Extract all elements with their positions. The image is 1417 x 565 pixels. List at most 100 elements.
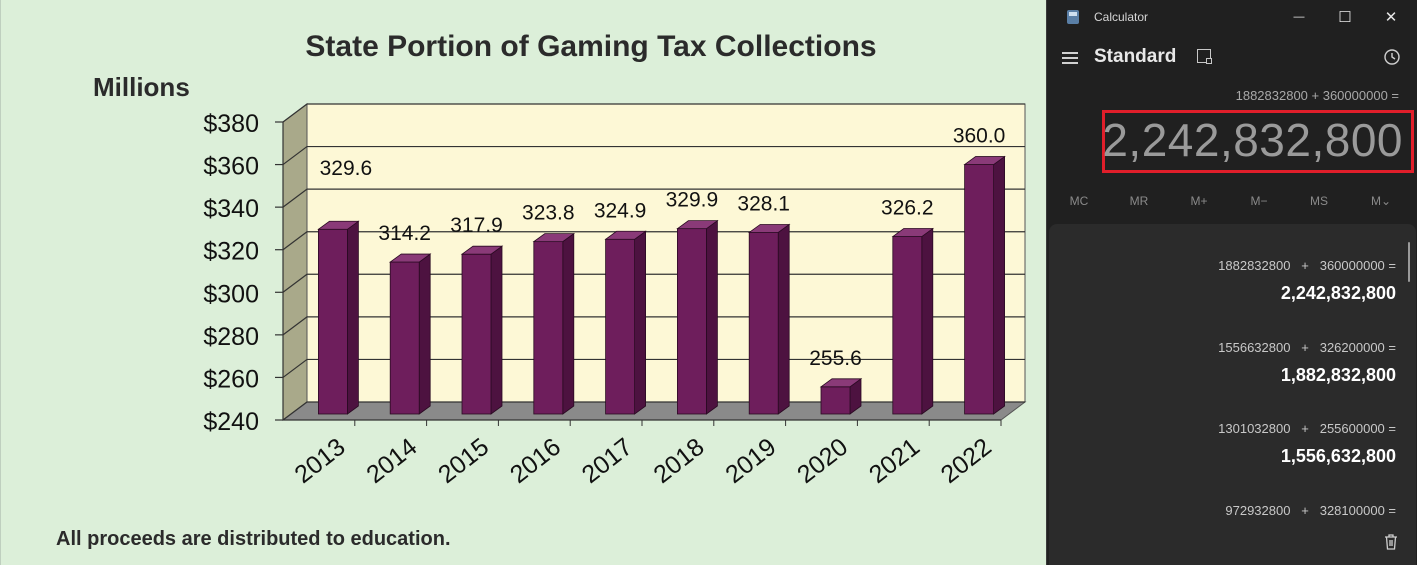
close-button[interactable]: ✕ [1371, 4, 1411, 30]
bar-top [460, 245, 504, 255]
history-item[interactable]: 1556632800 + 326200000 = 1,882,832,800 [1218, 340, 1396, 386]
result-highlight-box [1102, 110, 1414, 173]
data-label: 314.2 [378, 222, 431, 245]
history-icon[interactable] [1383, 48, 1401, 66]
history-item[interactable]: 1301032800 + 255600000 = 1,556,632,800 [1218, 421, 1396, 467]
bar [533, 241, 564, 415]
bar [820, 386, 851, 415]
expression-display: 1882832800 + 360000000 = [1235, 88, 1399, 103]
minimize-button[interactable]: — [1279, 4, 1319, 30]
calculator-window: Calculator — ☐ ✕ Standard 1882832800 + 3… [1046, 0, 1417, 565]
history-item[interactable]: 1882832800 + 360000000 = 2,242,832,800 [1218, 258, 1396, 304]
x-tick-label: 2013 [290, 433, 351, 489]
gridline [282, 145, 1025, 166]
plot-side-wall [282, 103, 308, 421]
bar-top [317, 220, 360, 230]
bar-side [777, 223, 790, 415]
bar-chart: $240 $260 $280 $300 $320 $340 $360 $380 329.6 201… [203, 103, 1027, 489]
x-tick-label: 2022 [936, 433, 997, 489]
data-label: 255.6 [809, 347, 862, 370]
y-tick-label: $300 [203, 280, 259, 308]
y-tick-label: $260 [203, 365, 259, 393]
history-panel [1049, 224, 1416, 565]
keep-on-top-icon[interactable] [1197, 49, 1212, 64]
data-label: 324.9 [594, 199, 647, 222]
history-scrollbar[interactable] [1408, 242, 1410, 282]
bar-side [562, 232, 575, 415]
y-tick-label: $320 [203, 238, 259, 266]
result-display: 2,242,832,800 [1102, 114, 1403, 166]
history-expression: 1556632800 + 326200000 = [1218, 340, 1396, 355]
bar [748, 232, 779, 415]
x-tick-label: 2018 [649, 433, 710, 489]
x-tick-label: 2019 [720, 433, 781, 489]
y-tick-label: $240 [203, 408, 259, 436]
x-tick-label: 2016 [505, 433, 566, 489]
title-bar[interactable]: Calculator — ☐ ✕ [1047, 0, 1417, 34]
memory-store-button[interactable]: MS [1310, 194, 1328, 208]
history-result: 1,556,632,800 [1280, 446, 1396, 466]
x-tick-label: 2015 [433, 433, 494, 489]
bar [605, 238, 635, 415]
hamburger-icon[interactable] [1062, 50, 1078, 64]
bar-side [490, 245, 503, 415]
history-result: 1,882,832,800 [1280, 365, 1396, 385]
bar-side [346, 220, 359, 415]
x-tick-label: 2020 [792, 433, 853, 489]
chart-title: State Portion of Gaming Tax Collections [305, 30, 877, 63]
memory-clear-button[interactable]: MC [1069, 194, 1089, 208]
bar-side [993, 155, 1005, 415]
memory-add-button[interactable]: M+ [1190, 194, 1208, 208]
bar-side [706, 219, 718, 415]
bar-side [418, 253, 431, 415]
gridline [282, 103, 1025, 123]
maximize-icon: ☐ [1338, 9, 1352, 26]
bar-top [819, 378, 863, 388]
y-tick-label: $280 [203, 323, 259, 351]
data-label: 326.2 [881, 197, 934, 220]
data-label: 329.9 [666, 189, 719, 212]
bar [892, 236, 923, 415]
data-label: 360.0 [953, 125, 1006, 148]
mode-title: Standard [1094, 46, 1177, 67]
units-label: Millions [93, 72, 190, 102]
chart-panel: $240 $260 $280 $300 $320 $340 $360 $380 329.6 201… [0, 0, 1046, 565]
gridline [282, 188, 1025, 208]
bar-side [921, 227, 934, 415]
app-title: Calculator [1094, 10, 1149, 24]
bar [964, 164, 994, 415]
bar [317, 228, 348, 415]
close-icon: ✕ [1384, 9, 1398, 26]
history-result: 2,242,832,800 [1280, 283, 1396, 303]
minimize-icon: — [1293, 11, 1305, 23]
bar-top [747, 224, 791, 233]
y-tick-label: $380 [203, 110, 259, 138]
history-expression: 1882832800 + 360000000 = [1218, 258, 1396, 273]
data-label: 323.8 [522, 202, 575, 225]
bar-top [963, 156, 1006, 165]
maximize-button[interactable]: ☐ [1325, 4, 1365, 30]
memory-recall-button[interactable]: MR [1129, 194, 1149, 208]
bar [677, 228, 707, 415]
y-tick-label: $340 [203, 195, 259, 223]
bar-top [388, 253, 432, 263]
memory-row: MC MR M+ M− MS M⌄ [1047, 194, 1417, 214]
history-expression: 1301032800 + 255600000 = [1218, 421, 1396, 436]
bar-top [532, 233, 576, 243]
history-expression: 972932800 + 328100000 = [1225, 503, 1396, 518]
bar-side [634, 230, 646, 415]
x-tick-label: 2014 [361, 433, 422, 489]
x-tick-label: 2021 [864, 433, 925, 489]
data-label: 328.1 [737, 192, 790, 215]
trash-icon[interactable] [1383, 533, 1399, 551]
calculator-app-icon [1067, 10, 1079, 24]
bar-top [891, 228, 935, 237]
memory-list-button[interactable]: M⌄ [1370, 194, 1392, 208]
history-item[interactable]: 972932800 + 328100000 = [1225, 503, 1396, 518]
data-label: 317.9 [450, 214, 503, 237]
memory-subtract-button[interactable]: M− [1250, 194, 1268, 208]
bar-top [604, 230, 647, 240]
bar [461, 253, 492, 415]
bar [389, 261, 420, 415]
y-tick-label: $360 [203, 153, 259, 181]
